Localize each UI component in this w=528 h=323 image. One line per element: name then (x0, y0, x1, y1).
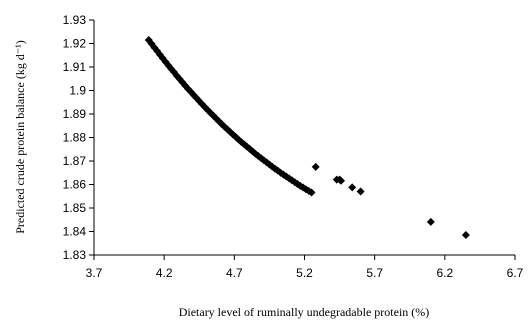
y-tick-label: 1.88 (63, 131, 87, 145)
x-axis-label: Dietary level of ruminally undegradable … (179, 305, 430, 319)
data-points (144, 35, 470, 240)
y-tick-label: 1.83 (63, 248, 87, 262)
data-point-diamond (311, 162, 320, 171)
y-tick-label: 1.86 (63, 178, 87, 192)
y-axis-label: Predicted crude protein balance (kg d⁻¹) (13, 40, 27, 234)
x-tick-label: 5.7 (366, 266, 383, 280)
x-ticks: 3.7 4.2 4.7 5.2 5.7 6.2 6.7 (86, 255, 524, 280)
data-point-diamond (336, 176, 345, 185)
x-tick-label: 5.2 (296, 266, 313, 280)
data-point-diamond (307, 188, 316, 197)
y-tick-label: 1.92 (63, 37, 87, 51)
data-point-diamond (356, 187, 365, 196)
data-point-diamond (348, 183, 357, 192)
x-tick-label: 4.7 (226, 266, 243, 280)
x-tick-label: 6.2 (436, 266, 453, 280)
data-point-diamond (461, 231, 470, 240)
x-tick-label: 3.7 (86, 266, 103, 280)
y-tick-label: 1.87 (63, 154, 87, 168)
y-tick-label: 1.93 (63, 13, 87, 27)
y-tick-label: 1.84 (63, 225, 87, 239)
y-ticks: 1.83 1.84 1.85 1.86 1.87 1.88 1.89 1.9 1.91 1.92 1… (63, 13, 94, 262)
y-tick-label: 1.89 (63, 107, 87, 121)
y-tick-label: 1.91 (63, 60, 87, 74)
data-point-diamond (426, 217, 435, 226)
y-tick-label: 1.85 (63, 201, 87, 215)
x-tick-label: 6.7 (507, 266, 524, 280)
y-tick-label: 1.9 (69, 84, 86, 98)
x-tick-label: 4.2 (156, 266, 173, 280)
